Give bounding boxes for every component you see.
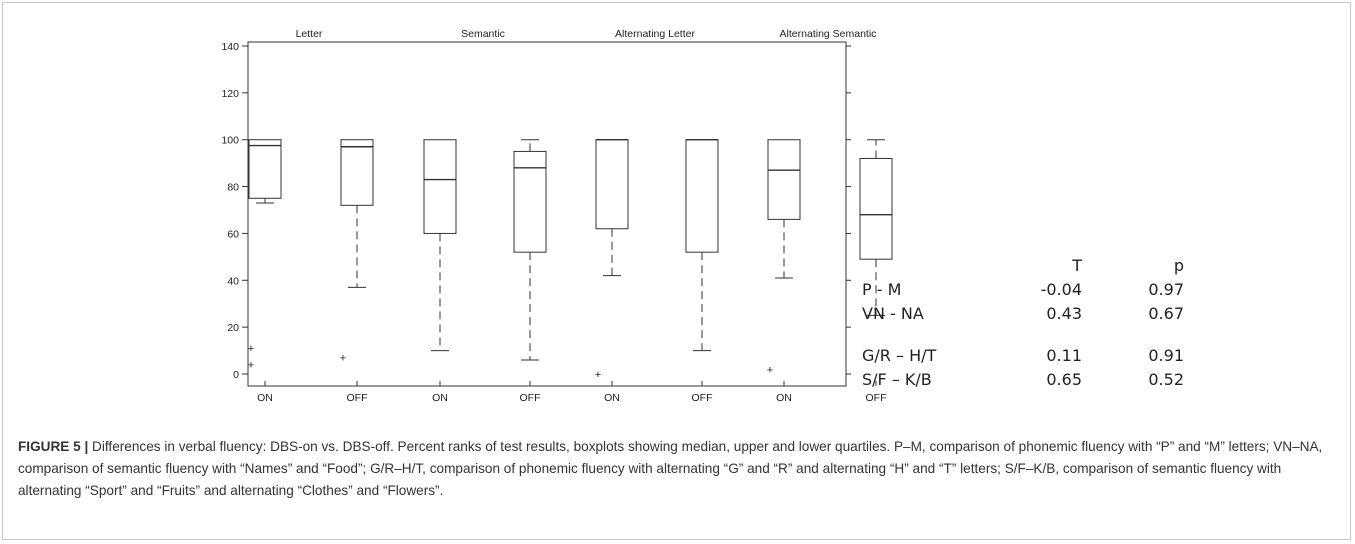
y-tick-label: 20 — [227, 322, 239, 334]
plot-frame — [247, 41, 847, 387]
stats-header-label — [862, 254, 972, 278]
outlier-point: + — [248, 343, 254, 355]
stats-row-p: 0.97 — [1148, 280, 1184, 299]
stats-row-label: G/R – H/T — [862, 346, 937, 365]
stats-header-t: T — [1072, 256, 1082, 275]
box — [859, 157, 893, 260]
y-tick-label: 100 — [221, 135, 239, 147]
x-tick-label: OFF — [520, 392, 541, 404]
y-tick-label: 80 — [227, 182, 239, 194]
boxplot-chart: 020406080100120140Letter++ON+OFFSemantic… — [221, 28, 893, 404]
stats-row-label: P - M — [862, 280, 902, 299]
outlier-point: + — [248, 360, 254, 372]
stats-row-p: 0.52 — [1148, 370, 1184, 389]
x-tick-label: OFF — [866, 392, 887, 404]
box — [423, 139, 457, 234]
y-tick-label: 140 — [221, 41, 239, 53]
x-tick-label: OFF — [692, 392, 713, 404]
stats-row-p: 0.91 — [1148, 346, 1184, 365]
panel-title: Letter — [296, 28, 323, 40]
y-tick-label: 40 — [227, 275, 239, 287]
figure-caption: FIGURE 5 | Differences in verbal fluency… — [18, 436, 1338, 502]
x-tick-label: ON — [257, 392, 273, 404]
stats-row: P - M -0.04 0.97 — [862, 278, 1184, 302]
panel-title: Semantic — [461, 28, 505, 40]
stats-table: T p P - M -0.04 0.97 VN - NA 0.43 0.67 G… — [862, 254, 1184, 392]
outlier-point: + — [340, 353, 346, 365]
stats-row: VN - NA 0.43 0.67 — [862, 302, 1184, 326]
x-tick-label: ON — [604, 392, 620, 404]
stats-row-label: S/F – K/B — [862, 370, 932, 389]
x-tick-label: ON — [776, 392, 792, 404]
stats-header-row: T p — [862, 254, 1184, 278]
box — [513, 150, 547, 253]
box — [248, 139, 282, 199]
box — [340, 139, 374, 206]
stats-spacer-row — [862, 326, 1184, 344]
x-tick-label: OFF — [347, 392, 368, 404]
box — [685, 139, 719, 253]
stats-row-p: 0.67 — [1148, 304, 1184, 323]
y-tick-label: 120 — [221, 88, 239, 100]
y-tick-label: 0 — [233, 369, 239, 381]
y-tick-label: 60 — [227, 228, 239, 240]
box — [595, 139, 629, 230]
stats-row-t: 0.65 — [1046, 370, 1082, 389]
caption-text: Differences in verbal fluency: DBS-on vs… — [18, 439, 1323, 498]
stats-row-label: VN - NA — [862, 304, 924, 323]
outlier-point: + — [595, 369, 601, 381]
caption-label: FIGURE 5 | — [18, 439, 89, 454]
x-tick-label: ON — [432, 392, 448, 404]
box — [767, 139, 801, 220]
stats-row-t: -0.04 — [1040, 280, 1082, 299]
stats-row: S/F – K/B 0.65 0.52 — [862, 368, 1184, 392]
outlier-point: + — [767, 364, 773, 376]
stats-header-p: p — [1173, 256, 1184, 275]
stats-row-t: 0.11 — [1046, 346, 1082, 365]
stats-row-t: 0.43 — [1046, 304, 1082, 323]
stats-row: G/R – H/T 0.11 0.91 — [862, 344, 1184, 368]
panel-title: Alternating Letter — [615, 28, 695, 40]
panel-title: Alternating Semantic — [780, 28, 877, 40]
